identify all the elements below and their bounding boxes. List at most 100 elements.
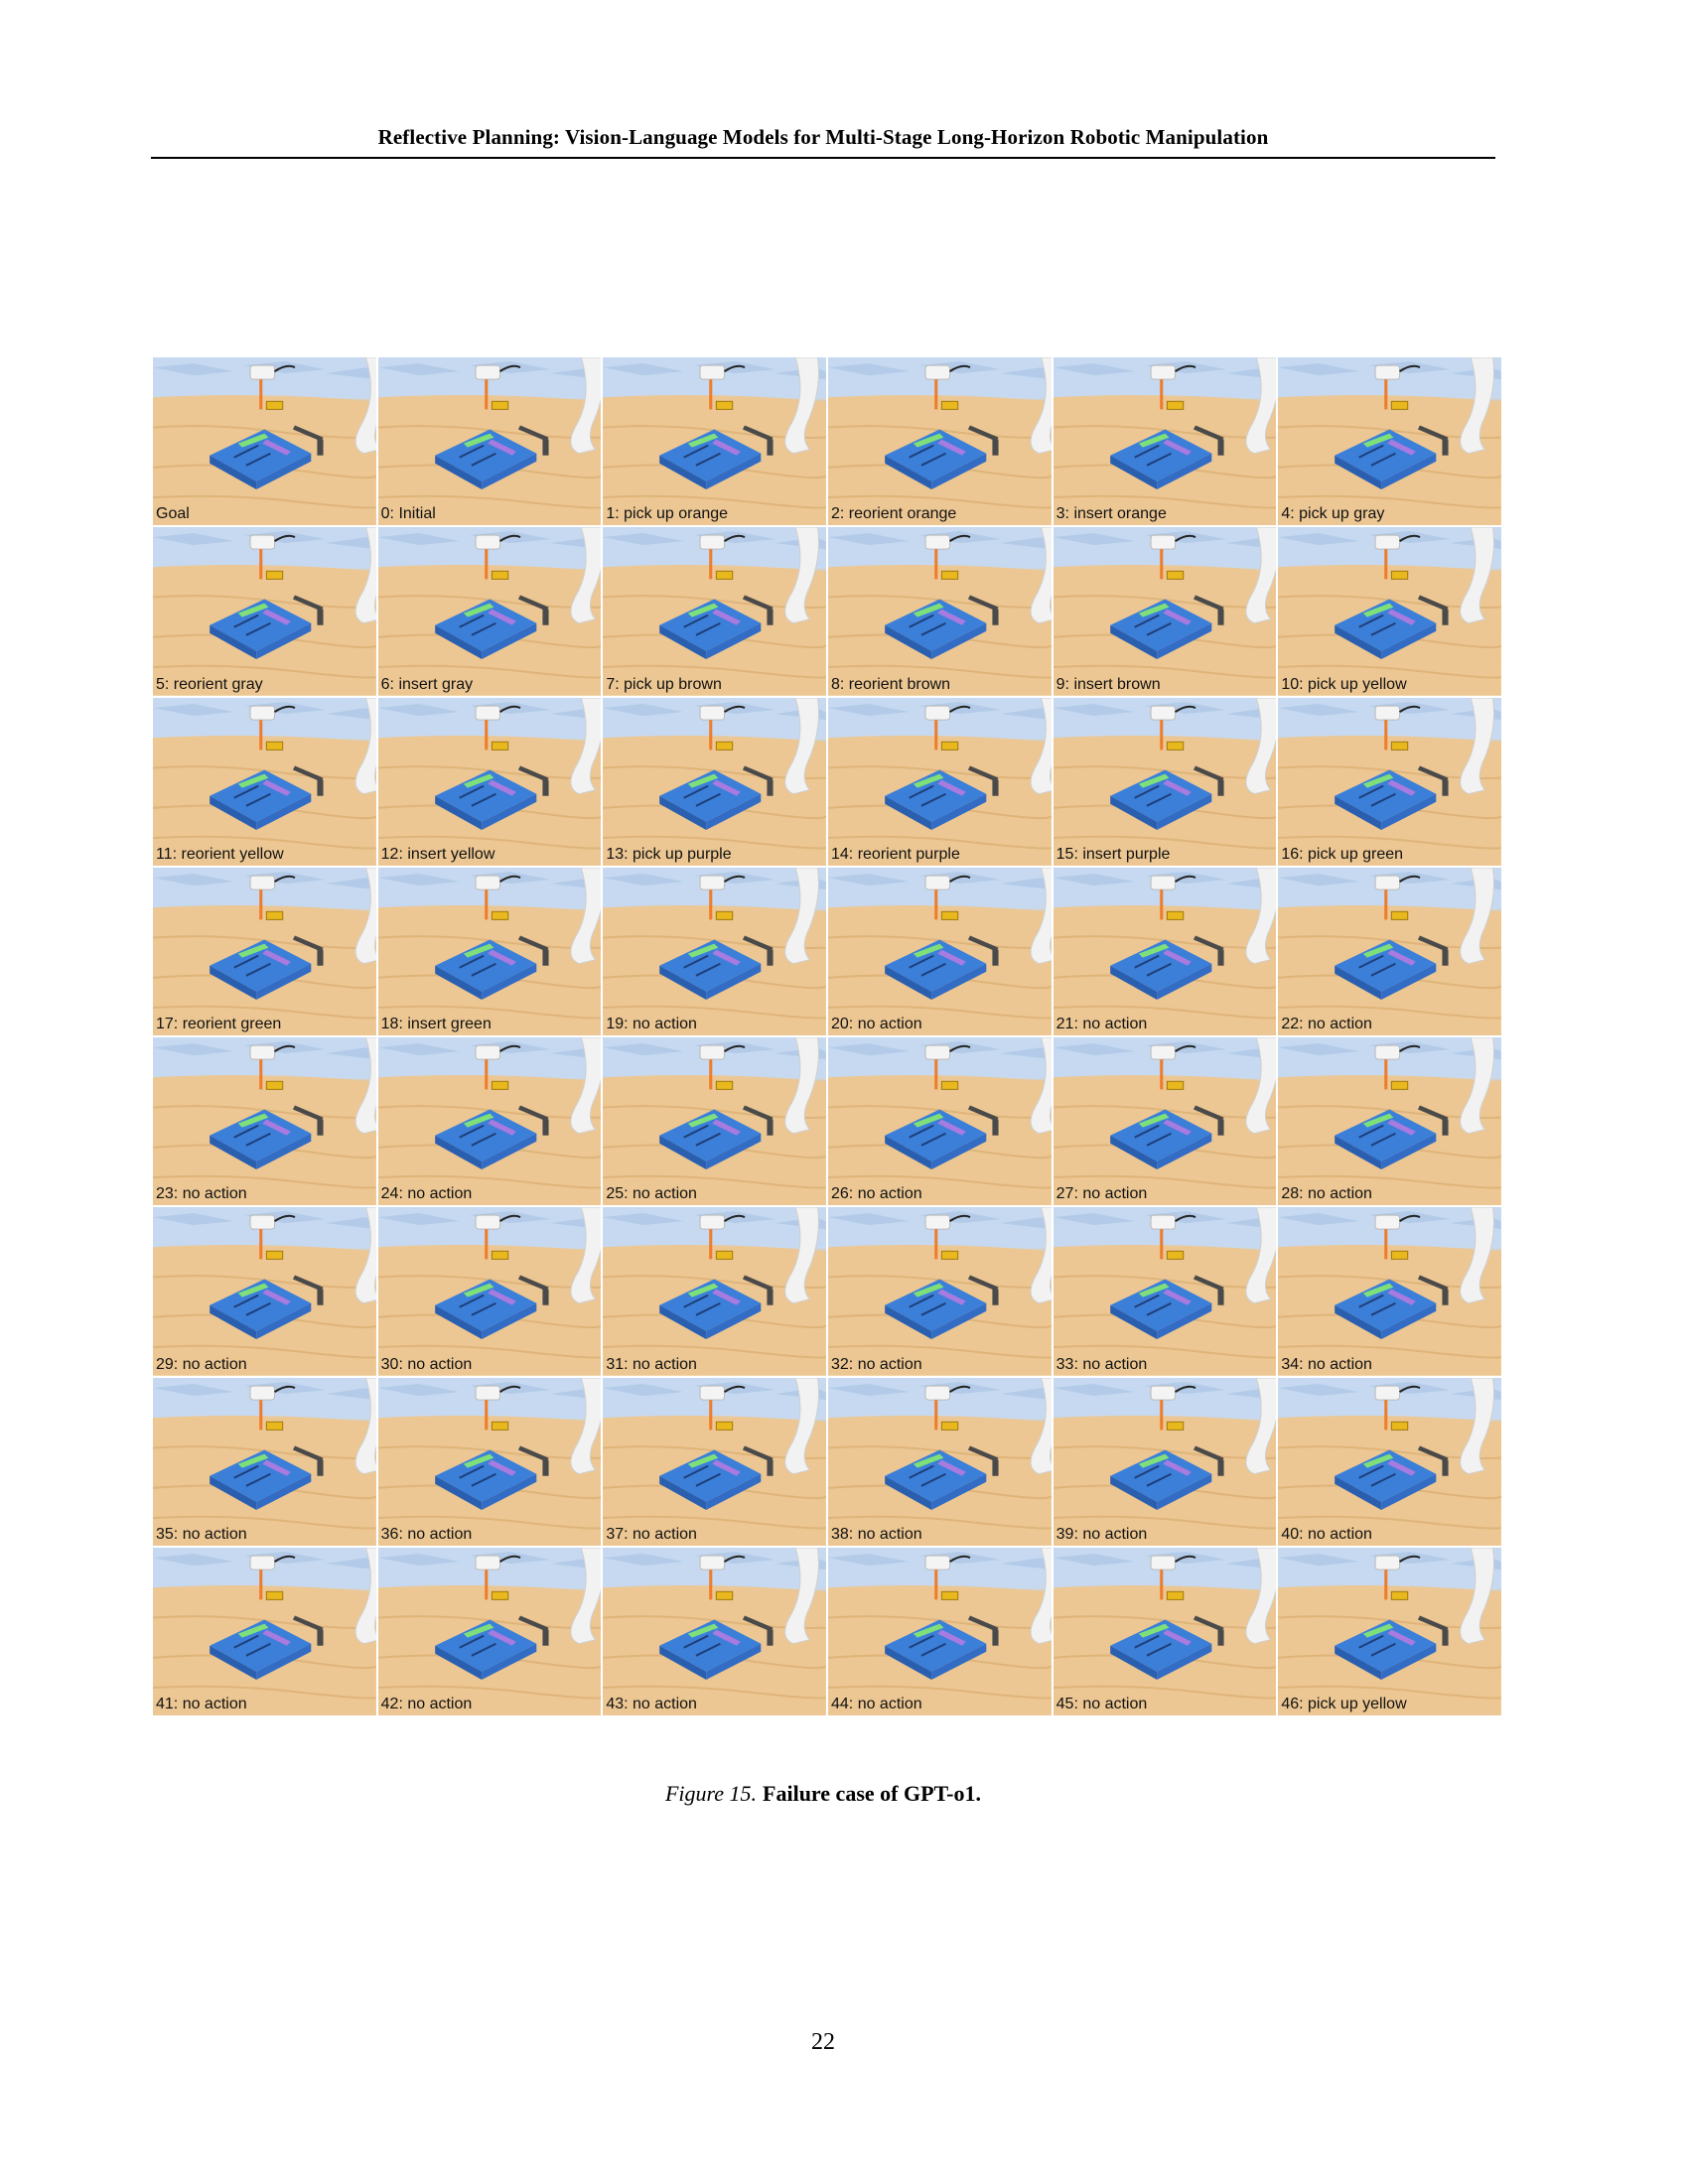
frame-tile: 24: no action — [377, 1037, 602, 1206]
simulation-scene-image — [1053, 867, 1277, 1035]
simulation-scene-image — [377, 697, 602, 866]
simulation-scene-image — [1278, 527, 1501, 696]
frame-label: 6: insert gray — [380, 675, 474, 693]
page-number: 22 — [811, 2029, 835, 2055]
frame-tile: 37: no action — [603, 1377, 826, 1546]
figure-number: Figure 15. — [664, 1781, 758, 1806]
simulation-scene-image — [1278, 697, 1501, 866]
frame-label: 19: no action — [606, 1016, 697, 1032]
frame-label: 28: no action — [1281, 1185, 1372, 1203]
frame-label: 1: pick up orange — [606, 505, 729, 523]
frame-label: 0: Initial — [380, 505, 436, 523]
frame-label: 43: no action — [606, 1696, 697, 1712]
frame-tile: 20: no action — [828, 867, 1052, 1035]
frame-tile: 46: pick up yellow — [1278, 1547, 1501, 1715]
frame-tile: 27: no action — [1053, 1037, 1277, 1206]
frame-tile: 21: no action — [1053, 867, 1277, 1035]
frame-label: 36: no action — [380, 1525, 473, 1543]
frame-label: 44: no action — [831, 1696, 922, 1712]
frame-label: 8: reorient brown — [831, 675, 951, 693]
frame-tile: 16: pick up green — [1278, 697, 1501, 866]
simulation-scene-image — [828, 1547, 1052, 1715]
simulation-scene-image — [828, 1207, 1052, 1376]
frame-label: 35: no action — [156, 1525, 247, 1543]
frame-label: 37: no action — [606, 1525, 697, 1543]
frame-label: 20: no action — [831, 1016, 922, 1032]
header-rule — [151, 157, 1495, 159]
frame-label: 17: reorient green — [156, 1016, 282, 1032]
simulation-scene-image — [603, 1037, 826, 1206]
simulation-scene-image — [1278, 1037, 1501, 1206]
simulation-scene-image — [603, 527, 826, 696]
frame-label: 26: no action — [831, 1185, 922, 1203]
frame-label: 4: pick up gray — [1281, 505, 1385, 523]
frame-label: 34: no action — [1281, 1355, 1372, 1373]
simulation-scene-image — [377, 867, 602, 1035]
frame-tile: 23: no action — [153, 1037, 376, 1206]
frame-tile: 41: no action — [153, 1547, 376, 1715]
frame-tile: 32: no action — [828, 1207, 1052, 1376]
frame-tile: 19: no action — [603, 867, 826, 1035]
simulation-scene-image — [1053, 357, 1277, 526]
frame-tile: 34: no action — [1278, 1207, 1501, 1376]
simulation-scene-image — [377, 1377, 602, 1546]
frame-label: 24: no action — [380, 1185, 473, 1203]
frame-label: 38: no action — [831, 1525, 922, 1543]
frame-label: 15: insert purple — [1055, 845, 1171, 863]
simulation-scene-image — [603, 1377, 826, 1546]
frame-label: 9: insert brown — [1055, 675, 1161, 693]
frame-label: 11: reorient yellow — [156, 845, 284, 863]
figure-caption-text: Failure case of GPT-o1. — [763, 1781, 982, 1806]
frame-label: 32: no action — [831, 1355, 922, 1373]
simulation-scene-image — [1053, 697, 1277, 866]
frame-label: 27: no action — [1055, 1185, 1148, 1203]
simulation-scene-image — [828, 867, 1052, 1035]
simulation-scene-image — [828, 357, 1052, 526]
frame-label: 13: pick up purple — [606, 845, 732, 863]
simulation-scene-image — [377, 527, 602, 696]
frame-tile: 10: pick up yellow — [1278, 527, 1501, 696]
simulation-scene-image — [1278, 867, 1501, 1035]
frame-tile: 12: insert yellow — [377, 697, 602, 866]
frame-tile: 22: no action — [1278, 867, 1501, 1035]
frame-tile: 33: no action — [1053, 1207, 1277, 1376]
simulation-scene-image — [828, 697, 1052, 866]
simulation-scene-image — [1278, 357, 1501, 526]
simulation-scene-image — [1053, 527, 1277, 696]
frame-tile: 29: no action — [153, 1207, 376, 1376]
frame-label: 2: reorient orange — [831, 505, 957, 523]
frame-tile: 35: no action — [153, 1377, 376, 1546]
frame-tile: Goal — [153, 357, 376, 526]
frame-tile: 43: no action — [603, 1547, 826, 1715]
frame-label: 14: reorient purple — [831, 845, 960, 863]
frame-tile: 3: insert orange — [1053, 357, 1277, 526]
frame-label: 10: pick up yellow — [1281, 675, 1407, 693]
frame-tile: 0: Initial — [377, 357, 602, 526]
frame-label: 12: insert yellow — [380, 845, 495, 863]
frame-label: 22: no action — [1281, 1016, 1372, 1032]
frame-tile: 40: no action — [1278, 1377, 1501, 1546]
simulation-scene-image — [603, 867, 826, 1035]
frame-tile: 36: no action — [377, 1377, 602, 1546]
frame-tile: 7: pick up brown — [603, 527, 826, 696]
frame-label: 33: no action — [1055, 1355, 1148, 1373]
simulation-scene-image — [153, 1377, 376, 1546]
frame-tile: 11: reorient yellow — [153, 697, 376, 866]
frame-label: 23: no action — [156, 1185, 247, 1203]
frame-tile: 30: no action — [377, 1207, 602, 1376]
simulation-scene-image — [1278, 1377, 1501, 1546]
frame-tile: 44: no action — [828, 1547, 1052, 1715]
simulation-scene-image — [377, 1547, 602, 1715]
frame-label: 45: no action — [1055, 1696, 1148, 1712]
simulation-scene-image — [153, 1037, 376, 1206]
frame-label: 46: pick up yellow — [1281, 1696, 1407, 1712]
frame-grid: Goal 0: Initial 1: pick up orange 2: reorie… — [153, 357, 1501, 1715]
simulation-scene-image — [1278, 1207, 1501, 1376]
simulation-scene-image — [1278, 1547, 1501, 1715]
frame-label: 3: insert orange — [1055, 505, 1167, 523]
simulation-scene-image — [828, 1377, 1052, 1546]
simulation-scene-image — [377, 357, 602, 526]
frame-tile: 45: no action — [1053, 1547, 1277, 1715]
frame-tile: 31: no action — [603, 1207, 826, 1376]
simulation-scene-image — [153, 1547, 376, 1715]
